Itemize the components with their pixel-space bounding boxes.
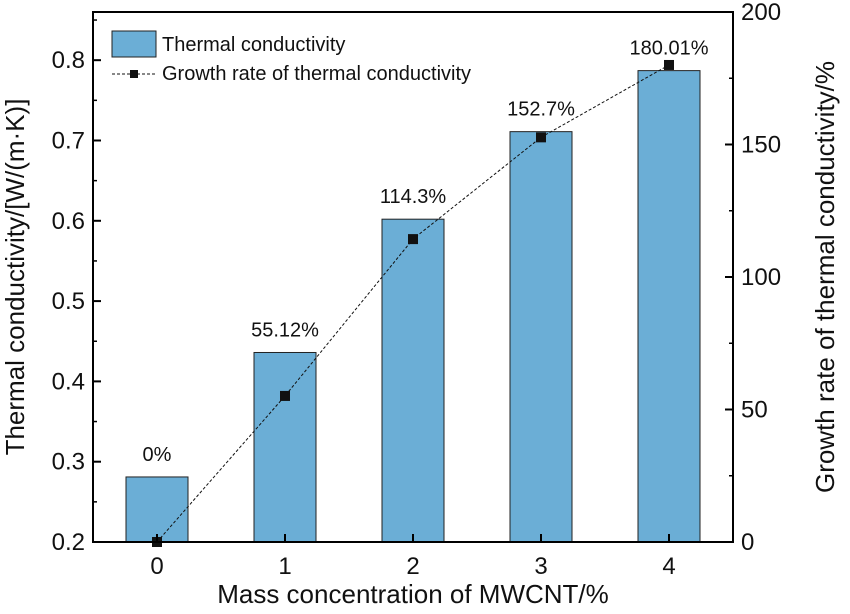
x-tick-label: 2 (406, 553, 419, 580)
left-tick-label: 0.4 (52, 368, 85, 395)
bar (509, 131, 573, 543)
x-tick-label: 1 (278, 553, 291, 580)
right-tick-label: 150 (741, 132, 781, 159)
right-tick-label: 0 (741, 529, 754, 556)
left-tick-label: 0.3 (52, 449, 85, 476)
legend-line-label: Growth rate of thermal conductivity (162, 63, 471, 85)
left-tick-label: 0.6 (52, 208, 85, 235)
right-tick-label: 100 (741, 264, 781, 291)
right-axis-title: Growth rate of thermal conductivity/% (810, 61, 840, 493)
left-tick-label: 0.7 (52, 127, 85, 154)
bar (125, 476, 189, 543)
right-axis: 0 50 100 150 200 (725, 0, 781, 556)
bar (637, 70, 701, 543)
x-tick-label: 4 (662, 553, 675, 580)
x-axis-title: Mass concentration of MWCNT/% (217, 579, 609, 609)
growth-rate-point (664, 59, 674, 70)
growth-rate-label: 55.12% (251, 319, 319, 341)
x-axis: 0 1 2 3 4 (150, 534, 676, 580)
right-tick-label: 50 (741, 397, 768, 424)
left-axis-title: Thermal conductivity/[W/(m·K)] (0, 99, 30, 456)
left-tick-label: 0.8 (52, 47, 85, 74)
left-axis: 0.2 0.3 0.4 0.5 0.6 0.7 0.8 (52, 19, 101, 556)
bars (125, 70, 701, 543)
bar (381, 218, 445, 543)
legend-bar-label: Thermal conductivity (162, 34, 345, 56)
x-tick-label: 0 (150, 553, 163, 580)
x-tick-label: 3 (534, 553, 547, 580)
growth-rate-label: 0% (143, 444, 172, 466)
bar (253, 351, 317, 543)
data-labels: 0% 55.12% 114.3% 152.7% 180.01% (143, 38, 709, 466)
legend: Thermal conductivity Growth rate of ther… (111, 30, 471, 85)
left-tick-label: 0.5 (52, 288, 85, 315)
growth-rate-label: 180.01% (630, 38, 709, 60)
legend-bar-swatch (111, 30, 157, 58)
growth-rate-label: 114.3% (380, 186, 447, 208)
right-tick-label: 200 (741, 0, 781, 26)
growth-rate-point (536, 132, 546, 143)
growth-rate-label: 152.7% (507, 99, 575, 121)
left-tick-label: 0.2 (52, 529, 85, 556)
growth-rate-point (408, 234, 418, 245)
growth-rate-point (280, 390, 290, 401)
legend-line-marker (130, 70, 138, 78)
